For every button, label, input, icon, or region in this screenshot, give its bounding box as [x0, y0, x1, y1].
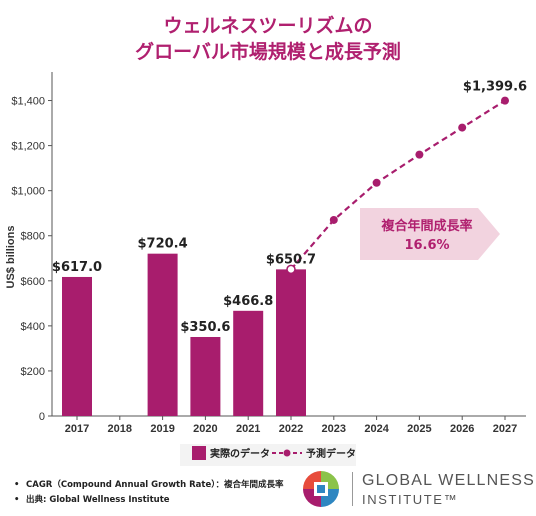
x-tick-label: 2027 — [493, 423, 517, 435]
footnote-cagr-text: CAGR（Compound Annual Growth Rate）：複合年間成長… — [26, 480, 284, 490]
forecast-point-2027 — [501, 96, 509, 105]
cagr-callout-arrow — [360, 208, 500, 260]
y-tick-label: $1,000 — [11, 186, 45, 198]
legend-label-forecast: 予測データ — [306, 447, 356, 460]
gwi-logo: GLOBAL WELLNESS INSTITUTE™ — [302, 470, 534, 510]
y-tick-label: 0 — [39, 411, 45, 423]
y-axis-title: US$ billions — [5, 226, 17, 289]
y-tick-label: $1,200 — [11, 141, 45, 153]
bar-2021 — [233, 310, 264, 416]
forecast-point-2025 — [415, 150, 424, 159]
cagr-callout-label: 複合年間成長率 — [380, 218, 472, 234]
logo-text-line2: INSTITUTE™ — [362, 492, 459, 507]
y-tick-label: $600 — [21, 276, 45, 288]
y-tick-label: $1,400 — [11, 96, 45, 108]
bar-2022 — [276, 269, 306, 416]
bar-value-label-2017: $617.0 — [52, 260, 102, 275]
legend-label-actual: 実際のデータ — [210, 447, 270, 460]
logo-text-line1: GLOBAL WELLNESS — [362, 472, 536, 489]
x-tick-label: 2018 — [108, 423, 132, 435]
forecast-line — [290, 99, 506, 271]
y-tick-label: $400 — [21, 321, 45, 333]
x-tick-label: 2023 — [322, 423, 346, 435]
gwi-logo-mark-icon — [303, 471, 339, 507]
forecast-point-2024 — [372, 178, 381, 187]
bar-value-label-2021: $466.8 — [223, 294, 273, 309]
x-tick-label: 2019 — [150, 423, 174, 435]
x-tick-label: 2026 — [450, 423, 474, 435]
bar-2019 — [147, 253, 178, 416]
legend-box — [180, 444, 356, 466]
bar-value-label-2020: $350.6 — [180, 320, 230, 335]
forecast-point-2022 — [286, 264, 296, 275]
bar-2020 — [190, 336, 221, 416]
legend-line-marker — [283, 449, 291, 457]
x-tick-label: 2025 — [407, 423, 431, 435]
chart-title-line1: ウェルネスツーリズムの — [163, 15, 373, 37]
footnotes: • CAGR（Compound Annual Growth Rate）：複合年間成… — [14, 478, 283, 508]
logo-separator — [352, 472, 353, 506]
forecast-point-2026 — [458, 123, 467, 132]
x-tick-label: 2022 — [279, 423, 303, 435]
footnote-source: • 出典: Global Wellness Institute — [14, 495, 170, 505]
x-tick-label: 2021 — [236, 423, 260, 435]
bar-value-label-2022: $650.7 — [266, 252, 316, 267]
y-tick-label: $200 — [21, 366, 45, 378]
footnote-cagr: • CAGR（Compound Annual Growth Rate）：複合年間成… — [14, 480, 284, 490]
bar-value-label-2019: $720.4 — [138, 237, 188, 252]
footnote-source-text: 出典: Global Wellness Institute — [26, 495, 170, 505]
x-tick-label: 2020 — [193, 423, 217, 435]
x-tick-label: 2017 — [65, 423, 89, 435]
x-tick-label: 2024 — [364, 423, 389, 435]
chart-svg: 0 $200 $400 $600 $800 $1,000 $1,200 $1,400 US$ b… — [5, 72, 527, 466]
chart-title-line2: グローバル市場規模と成長予測 — [135, 41, 401, 63]
bar-2017 — [62, 276, 92, 416]
legend-bar-swatch — [192, 446, 206, 460]
cagr-callout-value: 16.6% — [404, 238, 449, 253]
y-tick-label: $800 — [21, 231, 45, 243]
forecast-value-label-2027: $1,399.6 — [463, 80, 527, 95]
forecast-point-2023 — [329, 215, 338, 224]
